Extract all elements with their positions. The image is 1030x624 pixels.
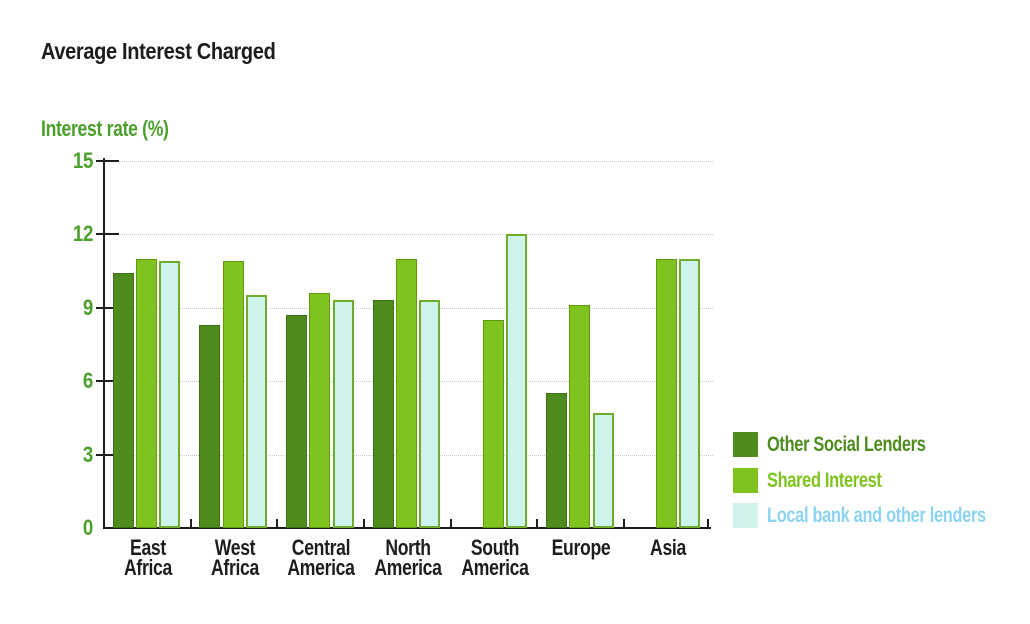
legend-swatch-other-social-lenders: [733, 432, 758, 457]
chart-title: Average Interest Charged: [41, 38, 276, 64]
x-axis-tick-end: [707, 519, 709, 527]
bar-north-america-s0: [372, 300, 394, 528]
x-axis-tick: [536, 519, 539, 527]
legend-label-other-social-lenders: Other Social Lenders: [767, 433, 926, 456]
legend-item-local-bank: Local bank and other lenders: [733, 503, 1030, 528]
y-axis-tick: [96, 380, 119, 382]
x-axis-label: North America: [374, 535, 442, 580]
x-axis-label: West Africa: [210, 535, 259, 580]
x-axis-tick: [363, 519, 365, 527]
bar-east-africa-s1: [136, 258, 157, 528]
bar-europe-s1: [569, 305, 591, 528]
x-axis-label: East Africa: [124, 535, 172, 580]
y-tick-label: 6: [82, 368, 93, 393]
bar-south-america-s1: [482, 319, 504, 528]
legend-swatch-local-bank: [733, 503, 758, 528]
x-axis-label: Central America: [287, 535, 356, 580]
y-tick-label: 3: [82, 441, 93, 467]
y-axis-tick: [96, 306, 119, 309]
gridline: [104, 234, 713, 235]
bar-central-america-s2: [332, 300, 354, 528]
y-tick-label: 12: [72, 221, 93, 246]
bar-north-america-s2: [419, 300, 441, 528]
x-axis-line: [103, 527, 711, 529]
y-axis-tick: [96, 233, 119, 235]
bar-east-africa-s0: [112, 273, 134, 528]
legend-swatch-shared-interest: [733, 468, 758, 493]
bar-west-africa-s1: [222, 260, 244, 528]
bar-east-africa-s2: [159, 260, 181, 528]
bar-europe-s0: [546, 393, 568, 528]
y-axis-tick: [96, 453, 119, 456]
x-axis-tick: [189, 519, 192, 527]
bar-west-africa-s2: [245, 295, 267, 528]
y-tick-label: 9: [82, 294, 93, 320]
bar-europe-s2: [592, 412, 614, 528]
y-axis-title: Interest rate (%): [41, 116, 169, 141]
bar-north-america-s1: [396, 258, 417, 528]
bar-central-america-s0: [286, 314, 308, 528]
y-tick-label: 0: [82, 515, 93, 540]
legend-item-shared-interest: Shared Interest: [733, 468, 914, 493]
legend-item-other-social-lenders: Other Social Lenders: [733, 432, 970, 457]
x-axis-tick: [623, 519, 625, 527]
x-axis-label: South America: [461, 535, 529, 580]
x-axis-tick: [449, 519, 452, 527]
gridline: [104, 160, 713, 162]
y-tick-label: 15: [72, 147, 93, 173]
bar-asia-s1: [656, 258, 677, 528]
legend-label-local-bank: Local bank and other lenders: [767, 504, 986, 527]
x-axis-label: Asia: [650, 535, 686, 560]
x-axis-label: Europe: [551, 535, 611, 560]
bar-central-america-s1: [309, 292, 331, 528]
x-axis-tick: [276, 519, 279, 527]
y-axis-line: [103, 158, 105, 529]
bar-south-america-s2: [505, 234, 527, 528]
y-axis-tick: [96, 159, 119, 162]
legend-label-shared-interest: Shared Interest: [767, 469, 882, 492]
bar-asia-s2: [679, 258, 701, 528]
bar-west-africa-s0: [199, 324, 221, 528]
